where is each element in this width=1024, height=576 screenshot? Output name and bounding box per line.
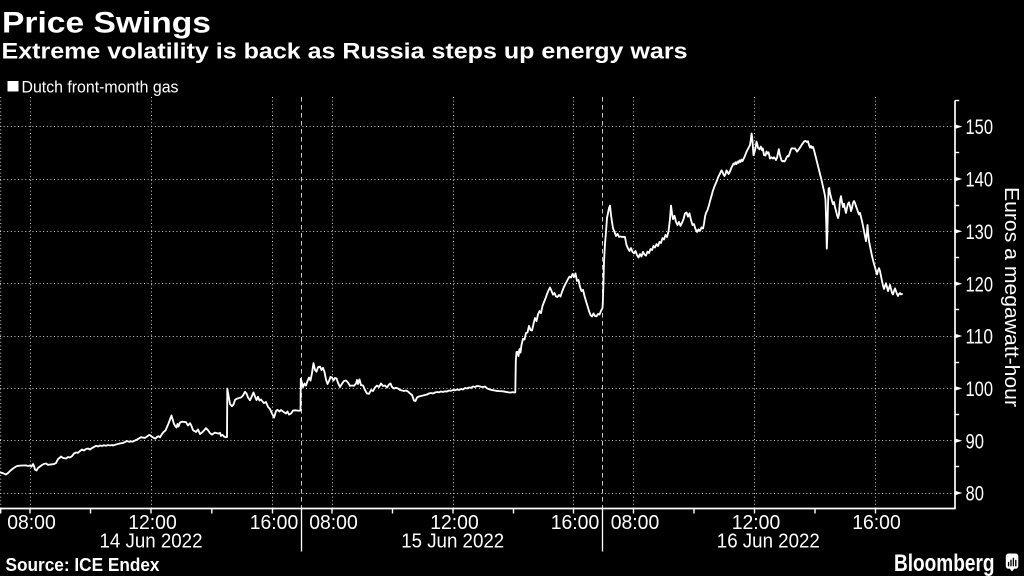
- svg-text:Bloomberg: Bloomberg: [894, 550, 995, 576]
- svg-text:140: 140: [966, 169, 994, 192]
- svg-text:130: 130: [966, 221, 994, 244]
- svg-text:16:00: 16:00: [551, 511, 600, 534]
- svg-text:90: 90: [966, 430, 984, 453]
- svg-text:Dutch front-month gas: Dutch front-month gas: [22, 79, 179, 97]
- svg-text:08:00: 08:00: [611, 511, 660, 534]
- svg-text:120: 120: [966, 273, 994, 296]
- svg-text:12:00: 12:00: [732, 511, 781, 534]
- svg-text:15 Jun 2022: 15 Jun 2022: [401, 530, 504, 552]
- svg-text:12:00: 12:00: [128, 511, 177, 534]
- svg-text:Source: ICE Endex: Source: ICE Endex: [6, 554, 161, 575]
- svg-text:16:00: 16:00: [852, 511, 901, 534]
- svg-text:16 Jun 2022: 16 Jun 2022: [717, 530, 820, 552]
- svg-text:16:00: 16:00: [250, 511, 299, 534]
- svg-text:08:00: 08:00: [309, 511, 358, 534]
- svg-text:150: 150: [966, 116, 994, 139]
- svg-text:80: 80: [966, 483, 984, 506]
- svg-text:Extreme volatility is back as: Extreme volatility is back as Russia ste…: [2, 39, 688, 64]
- svg-text:Price Swings: Price Swings: [2, 7, 211, 40]
- svg-text:12:00: 12:00: [430, 511, 479, 534]
- svg-text:14 Jun 2022: 14 Jun 2022: [100, 530, 203, 552]
- svg-text:Euros a megawatt-hour: Euros a megawatt-hour: [1000, 187, 1023, 407]
- svg-text:08:00: 08:00: [7, 511, 56, 534]
- svg-text:100: 100: [966, 378, 994, 401]
- svg-text:110: 110: [966, 326, 994, 349]
